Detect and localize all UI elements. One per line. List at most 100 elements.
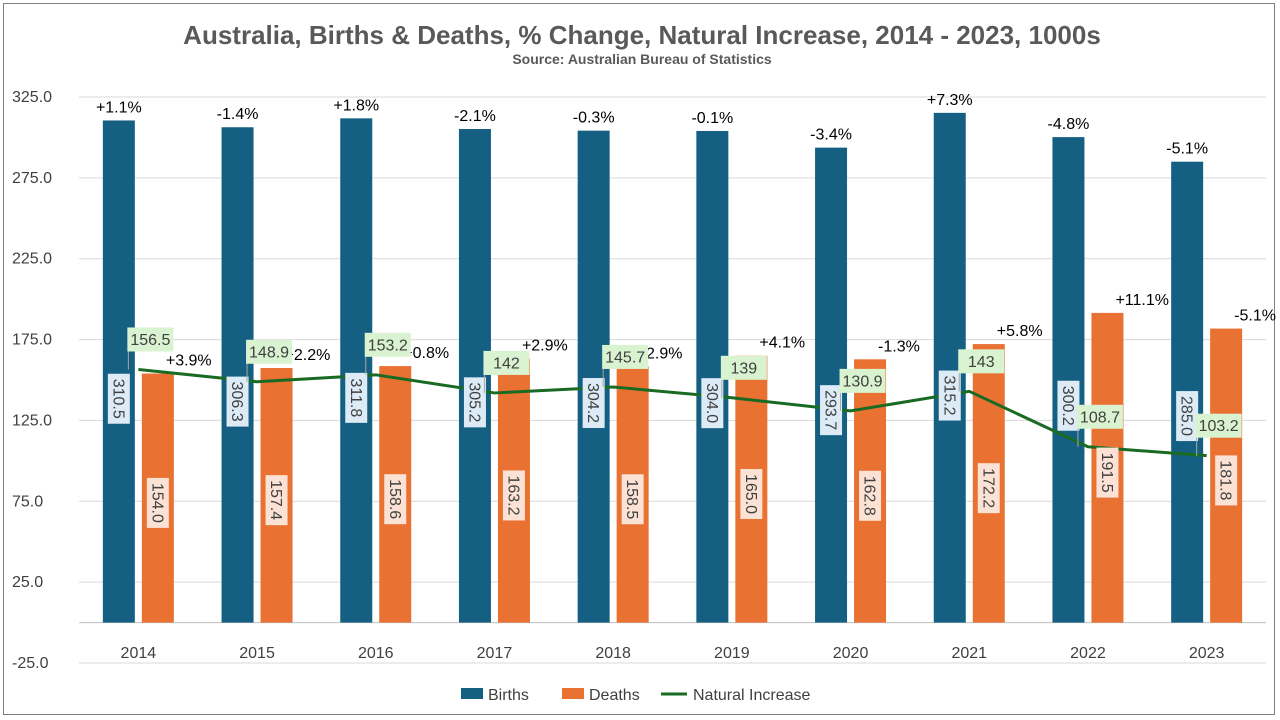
births-value-label-bg bbox=[345, 372, 368, 423]
ni-value-label: 139 bbox=[720, 355, 767, 380]
deaths-value-label-bg bbox=[502, 470, 525, 521]
deaths-value-label-text: 158.5 bbox=[623, 479, 640, 519]
births-bar bbox=[102, 120, 135, 623]
births-value-label-bg bbox=[701, 378, 724, 429]
ni-value-label-text: 142 bbox=[493, 355, 520, 372]
axis-layer: 325.0 275.0 225.0 175.0 125.0 75.0 25.0 -25.0 20… bbox=[12, 89, 1225, 672]
deaths-pct-label: +2.9% bbox=[522, 338, 568, 355]
deaths-value-label-bg bbox=[977, 463, 1000, 514]
x-tick-label: 2017 bbox=[477, 645, 513, 662]
births-value-label: 306.3 bbox=[226, 376, 249, 427]
births-value-label: 311.8 bbox=[345, 372, 368, 423]
legend-deaths: Deaths bbox=[562, 687, 640, 704]
legend-births-label: Births bbox=[488, 687, 529, 704]
births-value-label-bg bbox=[820, 385, 843, 436]
legend-deaths-swatch bbox=[562, 688, 584, 699]
births-value-label-text: 304.0 bbox=[703, 383, 720, 423]
ni-value-label-text: 143 bbox=[968, 354, 995, 371]
deaths-value-label-text: 158.6 bbox=[386, 479, 403, 519]
deaths-value-label: 158.6 bbox=[384, 474, 407, 525]
chart-frame: Australia, Births & Deaths, % Change, Na… bbox=[3, 3, 1276, 715]
ni-value-label-text: 139 bbox=[730, 360, 757, 377]
births-value-label-text: 293.7 bbox=[822, 390, 839, 430]
legend-births-swatch bbox=[461, 688, 483, 699]
deaths-value-label-bg bbox=[859, 470, 882, 521]
deaths-value-label-bg bbox=[265, 475, 288, 526]
legend-deaths-label: Deaths bbox=[589, 687, 640, 704]
births-value-label-text: 306.3 bbox=[228, 382, 245, 422]
deaths-value-label: 158.5 bbox=[621, 474, 644, 525]
births-bar bbox=[1052, 137, 1085, 623]
deaths-value-label: 157.4 bbox=[265, 475, 288, 526]
ni-value-label-text: 156.5 bbox=[130, 332, 170, 349]
x-tick-label: 2020 bbox=[833, 645, 869, 662]
births-value-label: 305.2 bbox=[463, 377, 486, 428]
deaths-value-label-text: 181.8 bbox=[1217, 460, 1234, 500]
deaths-value-label: 181.8 bbox=[1215, 455, 1238, 506]
chart-title: Australia, Births & Deaths, % Change, Na… bbox=[183, 20, 1101, 50]
births-value-label: 293.7 bbox=[820, 385, 843, 436]
births-bar bbox=[458, 129, 491, 623]
deaths-value-label-bg bbox=[384, 474, 407, 525]
legend-natural-increase-label: Natural Increase bbox=[693, 687, 810, 704]
births-value-label-bg bbox=[107, 373, 130, 424]
ni-value-label-bg bbox=[1076, 404, 1123, 429]
ni-value-label: 156.5 bbox=[127, 327, 174, 352]
births-pct-label: +1.8% bbox=[333, 97, 379, 114]
ni-value-label-bg bbox=[720, 355, 767, 380]
ni-value-label: 148.9 bbox=[246, 339, 293, 364]
births-bar bbox=[577, 130, 610, 623]
deaths-value-label-text: 154.0 bbox=[148, 483, 165, 523]
deaths-pct-label: +11.1% bbox=[1115, 292, 1169, 309]
deaths-value-label-bg bbox=[740, 469, 763, 520]
x-tick-label: 2018 bbox=[595, 645, 631, 662]
ni-value-label: 108.7 bbox=[1076, 404, 1123, 429]
x-tick-label: 2015 bbox=[239, 645, 275, 662]
y-tick-label: 175.0 bbox=[12, 332, 52, 349]
y-tick-label: 75.0 bbox=[12, 493, 43, 510]
ni-value-label: 130.9 bbox=[839, 368, 886, 393]
bar-layer bbox=[102, 112, 1243, 623]
deaths-pct-label: -5.1% bbox=[1234, 308, 1276, 325]
births-value-label: 304.0 bbox=[701, 378, 724, 429]
births-value-label-text: 304.2 bbox=[584, 383, 601, 423]
births-value-label-text: 305.2 bbox=[465, 382, 482, 422]
deaths-value-label-text: 157.4 bbox=[267, 480, 284, 520]
births-value-label: 310.5 bbox=[107, 373, 130, 424]
grid-layer bbox=[79, 96, 1266, 664]
births-pct-label: -0.3% bbox=[573, 110, 615, 127]
deaths-value-label: 154.0 bbox=[146, 477, 169, 528]
ni-value-label-text: 108.7 bbox=[1080, 409, 1120, 426]
deaths-value-label-bg bbox=[621, 474, 644, 525]
deaths-value-label-text: 191.5 bbox=[1098, 453, 1115, 493]
births-pct-label: +1.1% bbox=[96, 99, 142, 116]
ni-value-label-text: 103.2 bbox=[1199, 418, 1239, 435]
deaths-pct-label: +3.9% bbox=[166, 353, 212, 370]
deaths-pct-label: +5.8% bbox=[997, 323, 1043, 340]
deaths-pct-label: -1.3% bbox=[878, 338, 920, 355]
deaths-pct-label: -2.9% bbox=[641, 345, 683, 362]
births-bar bbox=[340, 118, 373, 623]
legend: Births Deaths Natural Increase bbox=[461, 687, 810, 704]
births-value-label-bg bbox=[463, 377, 486, 428]
births-value-label-text: 285.0 bbox=[1178, 396, 1195, 436]
deaths-value-label: 191.5 bbox=[1096, 447, 1119, 498]
births-value-label: 304.2 bbox=[582, 378, 605, 429]
deaths-value-label-text: 172.2 bbox=[979, 468, 996, 508]
x-tick-label: 2023 bbox=[1189, 645, 1225, 662]
deaths-value-label-bg bbox=[146, 477, 169, 528]
legend-births: Births bbox=[461, 687, 529, 704]
births-value-label-bg bbox=[938, 370, 961, 421]
y-tick-label: 125.0 bbox=[12, 412, 52, 429]
ni-value-label-bg bbox=[364, 332, 411, 357]
births-pct-label: -0.1% bbox=[691, 110, 733, 127]
births-value-label-bg bbox=[226, 376, 249, 427]
deaths-pct-label: +0.8% bbox=[403, 345, 449, 362]
ni-value-label: 143 bbox=[958, 349, 1005, 374]
births-pct-label: -3.4% bbox=[810, 127, 852, 144]
deaths-value-label: 172.2 bbox=[977, 463, 1000, 514]
chart-subtitle: Source: Australian Bureau of Statistics bbox=[512, 51, 772, 67]
y-tick-label: -25.0 bbox=[12, 655, 49, 672]
births-pct-label: +7.3% bbox=[927, 92, 973, 109]
deaths-value-label-text: 163.2 bbox=[504, 475, 521, 515]
